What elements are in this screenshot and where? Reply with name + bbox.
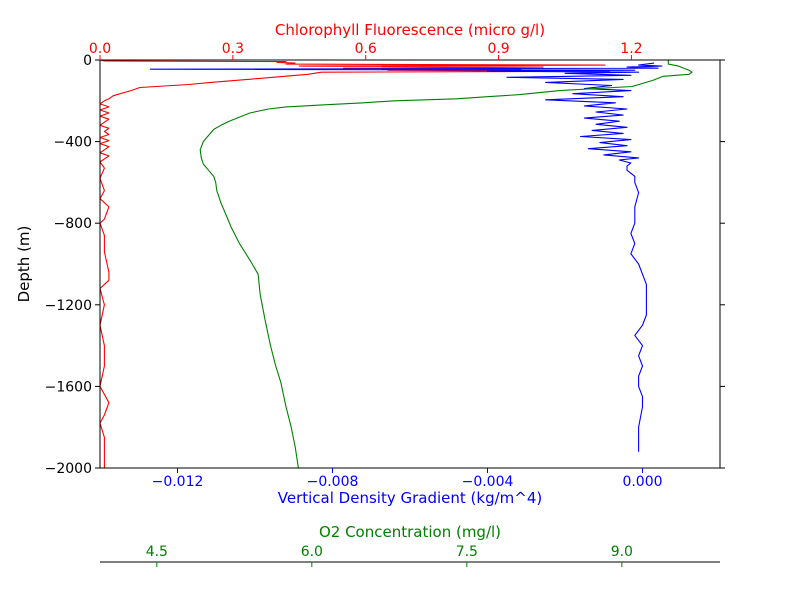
top-axis-label: Chlorophyll Fluorescence (micro g/l) (275, 21, 545, 39)
third-axis-label: O2 Concentration (mg/l) (319, 523, 501, 541)
bottom-tick-label: 0.000 (622, 474, 662, 490)
y-tick-label: −400 (54, 135, 92, 151)
bottom-tick-label: −0.004 (462, 474, 514, 490)
plot-frame (99, 59, 721, 469)
bottom-axis-label: Vertical Density Gradient (kg/m^4) (278, 489, 542, 507)
top-tick-label: 0.3 (222, 41, 244, 57)
o2-series-line (199, 60, 693, 469)
o2-tick-label: 7.5 (456, 544, 478, 560)
bottom-tick-label: −0.008 (307, 474, 359, 490)
density-series-line (149, 62, 663, 452)
top-tick-label: 1.2 (620, 41, 642, 57)
top-tick-label: 0.0 (89, 41, 111, 57)
o2-tick-label: 6.0 (301, 544, 323, 560)
y-axis-label: Depth (m) (15, 226, 33, 303)
series-group (99, 59, 693, 469)
y-tick-label: 0 (83, 53, 92, 69)
y-tick-label: −1600 (45, 379, 92, 395)
o2-tick-label: 4.5 (146, 544, 168, 560)
chlorophyll-series-line (99, 59, 610, 468)
axes-group: 0 −400 −800 −1200 −1600 −2000 0.0 0.3 0.6 0.9 1.2 −… (45, 41, 725, 567)
top-tick-label: 0.9 (487, 41, 509, 57)
o2-tick-label: 9.0 (611, 544, 633, 560)
y-tick-label: −1200 (45, 298, 92, 314)
top-tick-label: 0.6 (355, 41, 377, 57)
y-tick-label: −800 (54, 216, 92, 232)
bottom-tick-label: −0.012 (152, 474, 204, 490)
y-tick-label: −2000 (45, 461, 92, 477)
